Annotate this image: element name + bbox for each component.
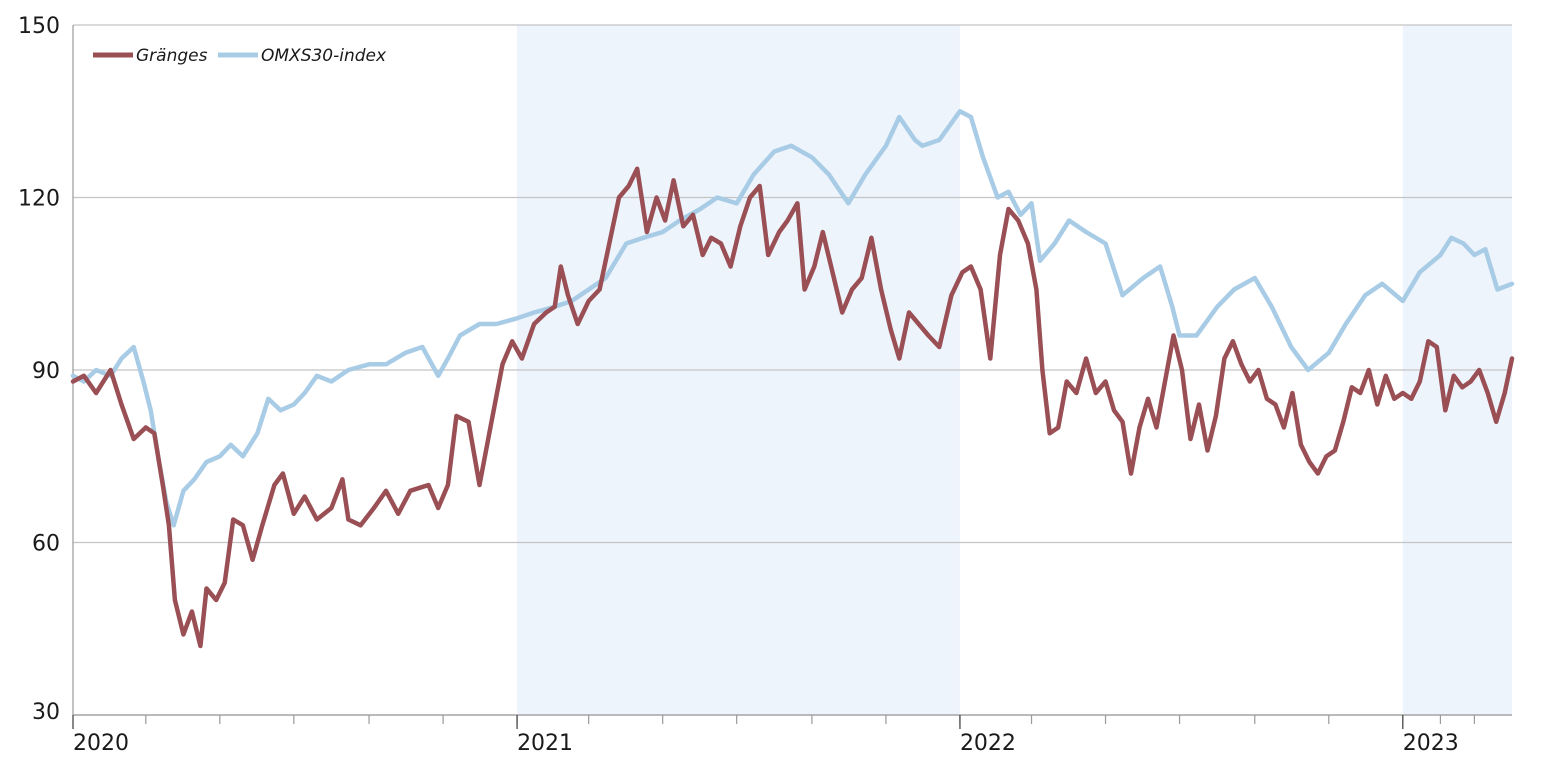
x-tick-label: 2023: [1403, 731, 1459, 756]
y-tick-label: 120: [18, 187, 60, 212]
legend: Gränges OMXS30-index: [93, 46, 387, 66]
x-tick-label: 2021: [517, 731, 573, 756]
x-tick-label: 2020: [73, 731, 129, 756]
legend-label: OMXS30-index: [261, 46, 387, 66]
y-axis-tick-labels: 30 60 90 120 150: [18, 14, 60, 725]
y-tick-label: 60: [32, 532, 60, 557]
series-lines: [70, 109, 1515, 649]
x-axis: 2020 2021 2022 2023: [72, 714, 1512, 756]
y-tick-label: 90: [32, 359, 60, 384]
series-line: [70, 109, 1515, 528]
y-tick-label: 30: [32, 700, 60, 725]
series-line: [70, 166, 1515, 649]
y-tick-label: 150: [18, 14, 60, 39]
x-tick-label: 2022: [960, 731, 1016, 756]
legend-label: Gränges: [136, 46, 208, 66]
